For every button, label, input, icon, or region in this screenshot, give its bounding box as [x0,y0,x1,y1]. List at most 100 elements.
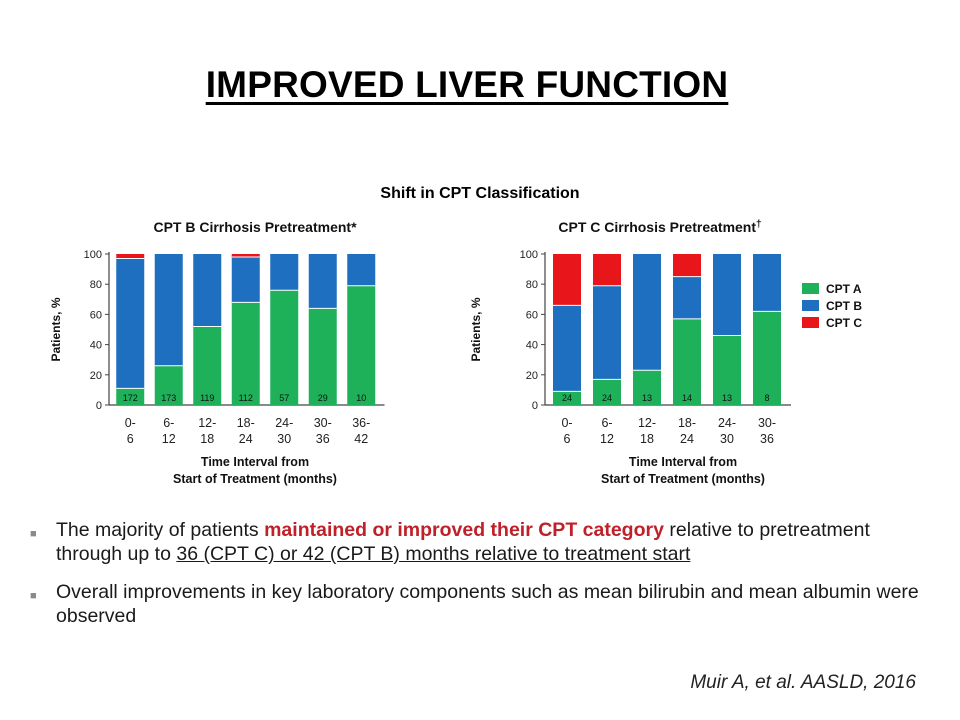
x-tick-label-line1: 18- [237,416,255,430]
bar-segment-cpt-b [553,305,581,392]
y-tick-label: 60 [526,309,538,321]
bar-segment-cpt-a [193,326,222,405]
x-tick-label-line1: 6- [163,416,174,430]
legend-swatch [802,283,819,294]
bar-n-label: 10 [356,393,366,403]
bar-n-label: 29 [318,393,328,403]
bar-segment-cpt-a [593,379,621,405]
y-tick-label: 80 [90,279,102,291]
x-tick-label-line2: 36 [760,432,774,446]
x-tick-label-line2: 42 [354,432,368,446]
bar-n-label: 112 [239,393,253,403]
bar-segment-cpt-a [116,388,145,405]
bullet-square-icon: ■ [30,528,37,540]
chart-title-mark: † [756,219,762,230]
bar-segment-cpt-b [154,254,183,366]
bullet-text: The majority of patients maintained or i… [56,518,936,566]
bar-segment-cpt-a [713,335,741,405]
bar-segment-cpt-b [308,254,337,309]
chart-group-title: Shift in CPT Classification [380,185,580,202]
bar-segment-cpt-c [116,254,145,259]
legend-label: CPT A [826,282,862,296]
x-tick-label-line2: 30 [720,432,734,446]
x-tick-label-line2: 12 [600,432,614,446]
chart-title: CPT C Cirrhosis Pretreatment† [558,219,761,235]
bar-segment-cpt-b [633,254,661,371]
charts-canvas: CPT B Cirrhosis Pretreatment*02040608010… [49,219,862,486]
x-tick-label-line1: 24- [718,416,736,430]
bar-segment-cpt-a [270,290,299,405]
x-tick-label-line1: 0- [561,416,572,430]
bar-segment-cpt-b [753,254,781,312]
bar-n-label: 57 [279,393,289,403]
x-axis-label-line1: Time Interval from [201,455,309,469]
x-axis-label-line2: Start of Treatment (months) [601,472,765,486]
x-tick-label-line2: 6 [564,432,571,446]
y-axis-label: Patients, % [49,297,63,361]
x-tick-label-line2: 18 [640,432,654,446]
bar-segment-cpt-b [231,257,260,303]
bar-n-label: 119 [200,393,214,403]
x-axis-label-line1: Time Interval from [629,455,737,469]
bar-segment-cpt-c [593,254,621,286]
bar-segment-cpt-b [116,258,145,389]
chart-title: CPT B Cirrhosis Pretreatment* [153,219,357,235]
bullet-list: ■ The majority of patients maintained or… [26,518,936,642]
bullet-text-part: The majority of patients [56,519,265,541]
bar-n-label: 24 [602,393,612,403]
bullet-highlight: maintained or improved their CPT categor… [264,519,664,541]
bullet-text: Overall improvements in key laboratory c… [56,581,919,627]
y-tick-label: 40 [90,340,102,352]
y-tick-label: 0 [532,400,538,412]
bar-segment-cpt-a [231,302,260,405]
legend-swatch [802,317,819,328]
bar-n-label: 13 [642,393,652,403]
x-tick-label-line2: 24 [680,432,694,446]
bar-segment-cpt-a [553,391,581,405]
y-axis-label: Patients, % [469,297,483,361]
bar-segment-cpt-b [593,285,621,380]
bar-segment-cpt-c [553,254,581,306]
bullet-text-part: relative to pretreatment through up to [56,519,870,565]
legend-label: CPT C [826,316,862,330]
x-tick-label-line2: 24 [239,432,253,446]
bar-segment-cpt-c [231,254,260,258]
y-tick-label: 60 [90,309,102,321]
bar-segment-cpt-a [753,311,781,405]
y-tick-label: 80 [526,279,538,291]
bar-segment-cpt-b [673,276,701,319]
x-tick-label-line2: 36 [316,432,330,446]
x-tick-label-line1: 12- [198,416,216,430]
y-tick-label: 40 [526,340,538,352]
x-tick-label-line1: 30- [758,416,776,430]
bar-n-label: 14 [682,393,692,403]
bar-segment-cpt-b [347,254,376,286]
x-tick-label-line1: 24- [275,416,293,430]
bar-segment-cpt-a [308,308,337,405]
slide-title: IMPROVED LIVER FUNCTION [205,64,729,105]
bar-segment-cpt-a [347,285,376,405]
x-axis-label-line2: Start of Treatment (months) [173,472,337,486]
y-tick-label: 20 [90,370,102,382]
y-tick-label: 100 [520,249,538,261]
bar-n-label: 24 [562,393,572,403]
bar-segment-cpt-c [673,254,701,277]
y-tick-label: 0 [96,400,102,412]
bullet-underlined: 36 (CPT C) or 42 (CPT B) months relative… [176,543,691,565]
bar-n-label: 13 [722,393,732,403]
bar-segment-cpt-b [193,254,222,327]
x-tick-label-line1: 36- [352,416,370,430]
legend-label: CPT B [826,299,862,313]
x-tick-label-line2: 18 [200,432,214,446]
legend-swatch [802,300,819,311]
bullet-item: ■ The majority of patients maintained or… [26,518,936,566]
x-tick-label-line1: 0- [125,416,136,430]
bar-segment-cpt-a [673,318,701,405]
bullet-square-icon: ■ [30,590,37,602]
bar-segment-cpt-a [633,370,661,405]
x-tick-label-line1: 18- [678,416,696,430]
citation: Muir A, et al. AASLD, 2016 [690,672,916,693]
bar-n-label: 173 [161,393,176,403]
x-tick-label-line2: 6 [127,432,134,446]
y-tick-label: 100 [84,249,102,261]
